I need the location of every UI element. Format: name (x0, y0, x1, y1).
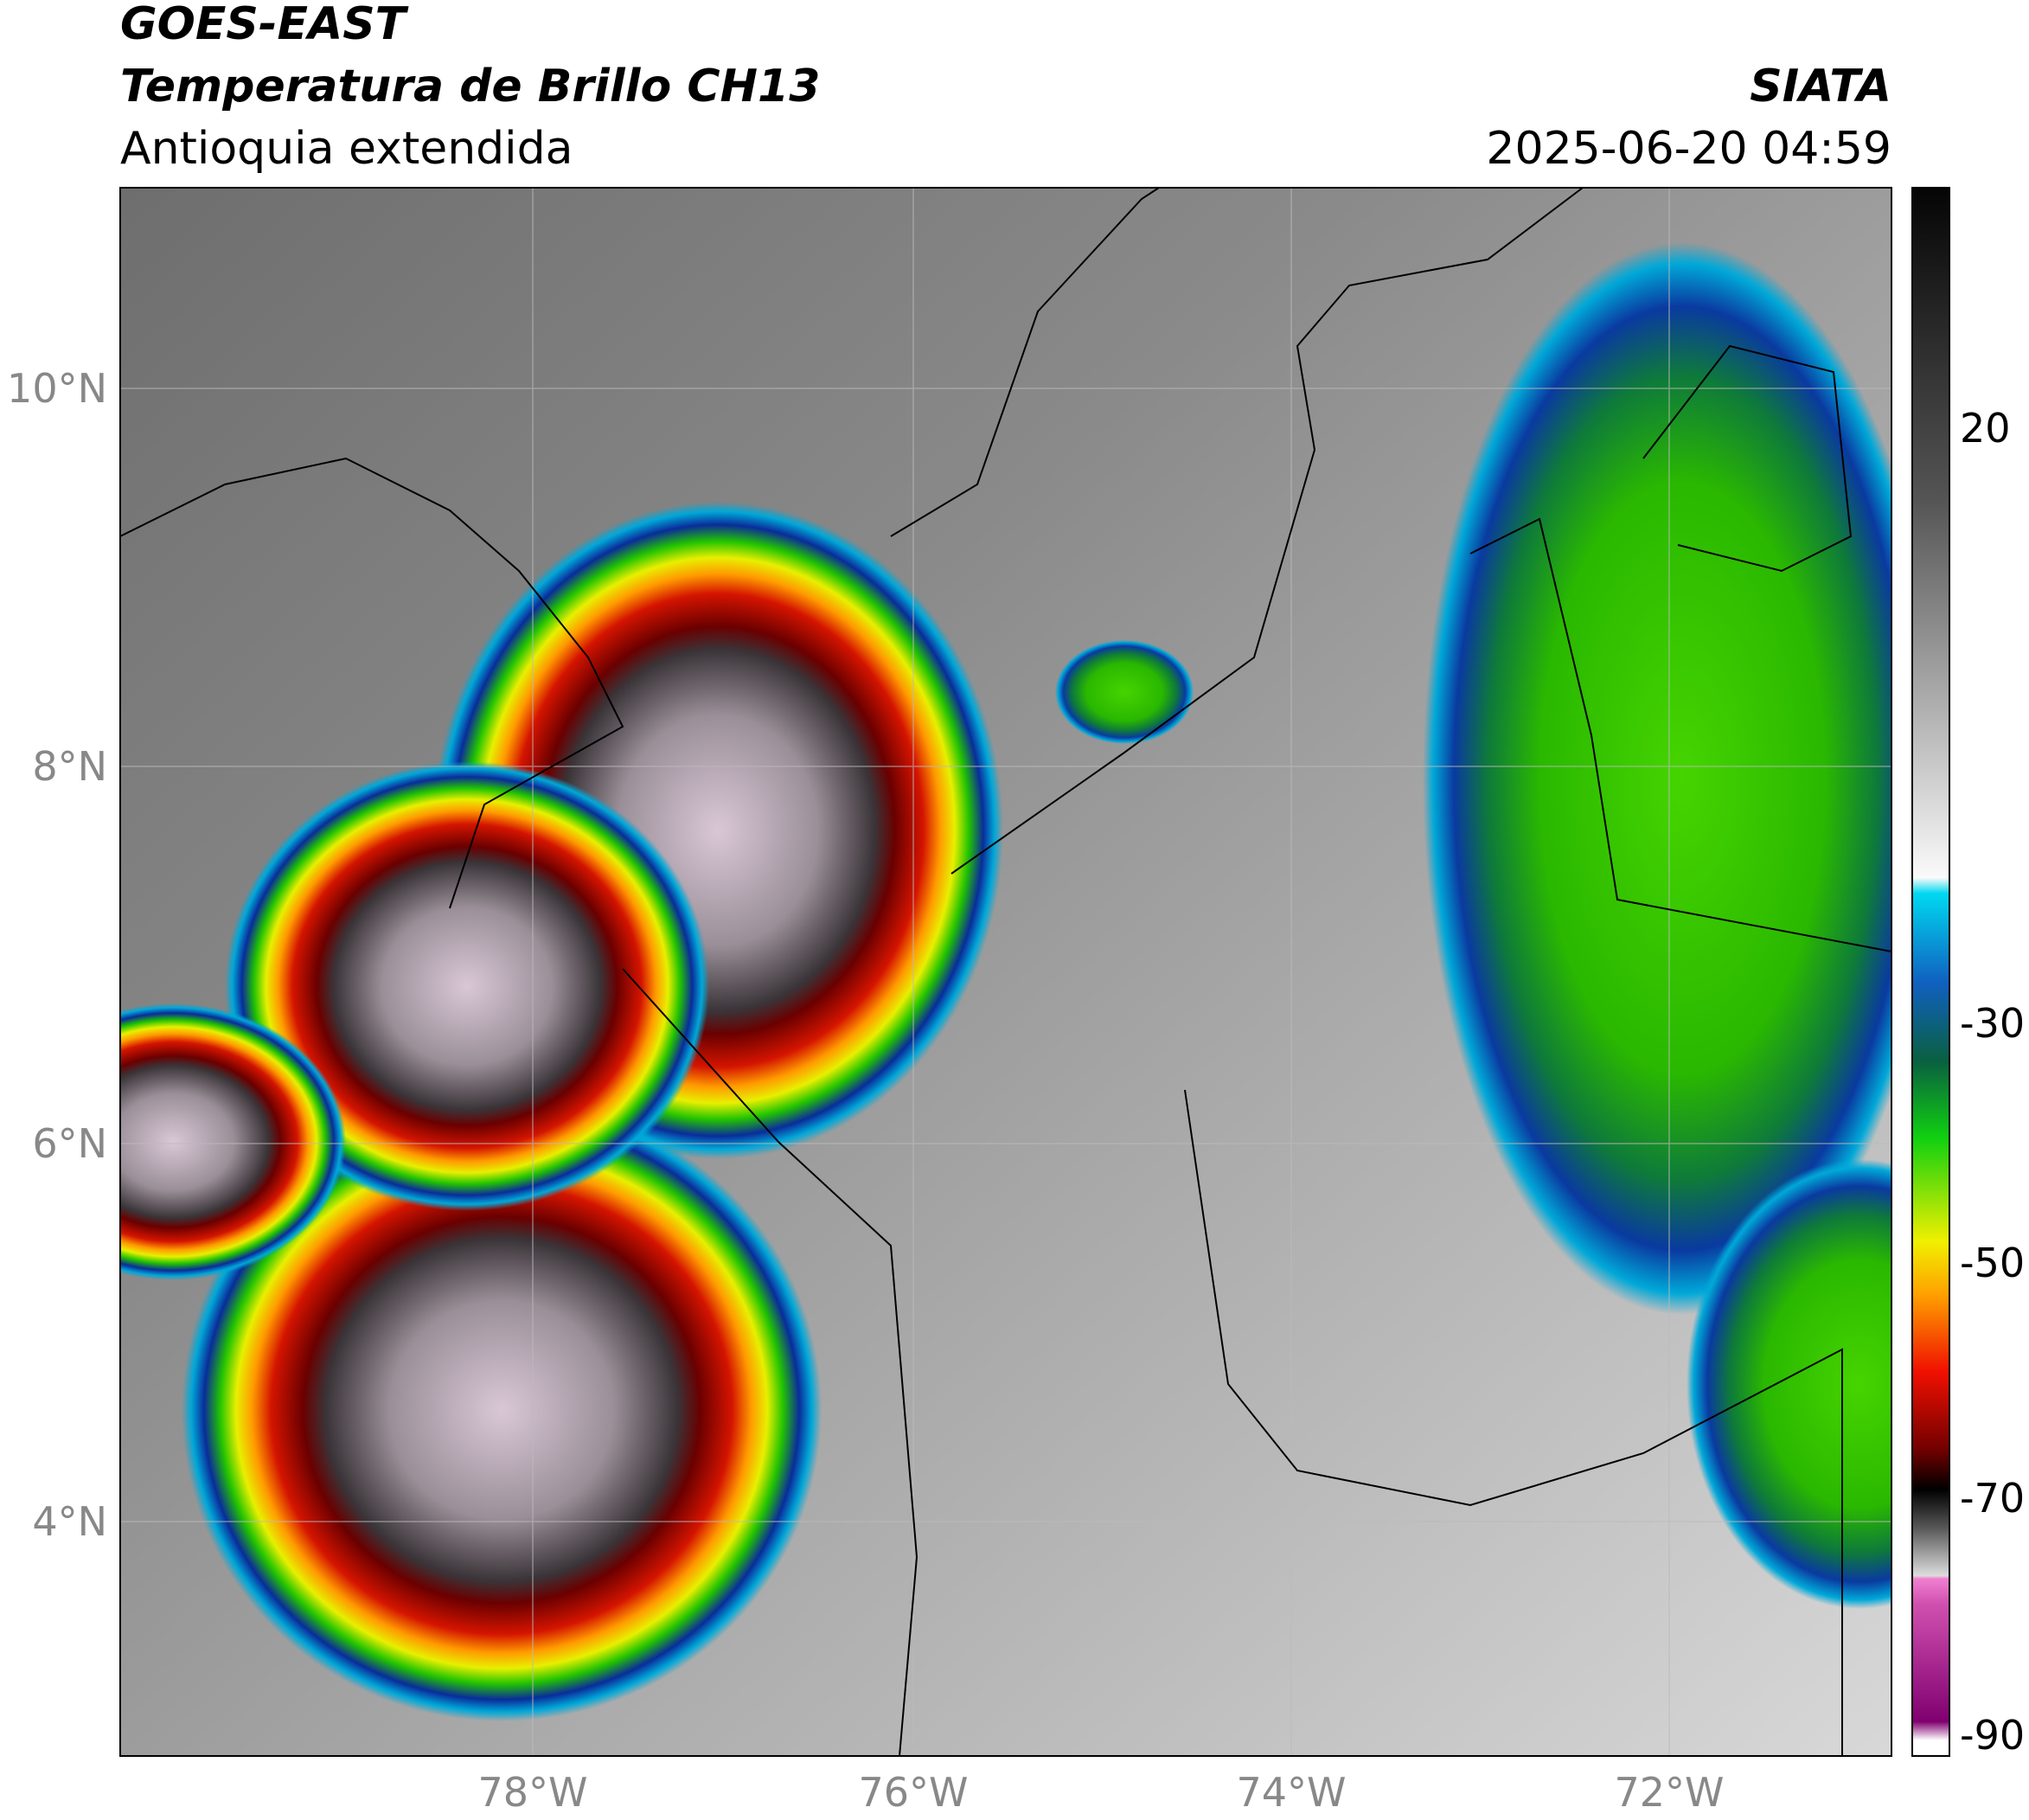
colorbar-label: -70 (1960, 1475, 2025, 1522)
cloud-band (1687, 1159, 1891, 1609)
lon-label: 76°W (858, 1769, 968, 1816)
lon-label: 72°W (1614, 1769, 1724, 1816)
subtitle: Temperatura de Brillo CH13 (120, 61, 820, 112)
graticule (120, 188, 1891, 1756)
lat-label: 6°N (32, 1120, 107, 1167)
datetime: 2025-06-20 04:59 (1486, 123, 1891, 175)
source: SIATA (1750, 61, 1891, 112)
lon-label: 74°W (1236, 1769, 1346, 1816)
cloud-band (1055, 640, 1194, 744)
lon-label: 78°W (477, 1769, 587, 1816)
title: GOES-EAST (120, 0, 409, 50)
lat-label: 10°N (7, 365, 107, 412)
region: Antioquia extendida (120, 123, 573, 175)
map (120, 188, 1891, 1756)
cloud-band (1423, 242, 1891, 1315)
colorbar-label: -50 (1960, 1240, 2025, 1286)
colorbar-label: 20 (1960, 405, 2011, 452)
borders (120, 188, 1891, 1756)
colorbar-label: -30 (1960, 1000, 2025, 1047)
lat-label: 4°N (32, 1498, 107, 1545)
storm-cell (120, 1003, 346, 1280)
colorbar (1911, 187, 1950, 1757)
storm-cell (225, 761, 709, 1211)
lat-label: 8°N (32, 743, 107, 790)
storm-cell (182, 1099, 822, 1721)
colorbar-label: -90 (1960, 1712, 2025, 1759)
map-frame (119, 187, 1892, 1757)
